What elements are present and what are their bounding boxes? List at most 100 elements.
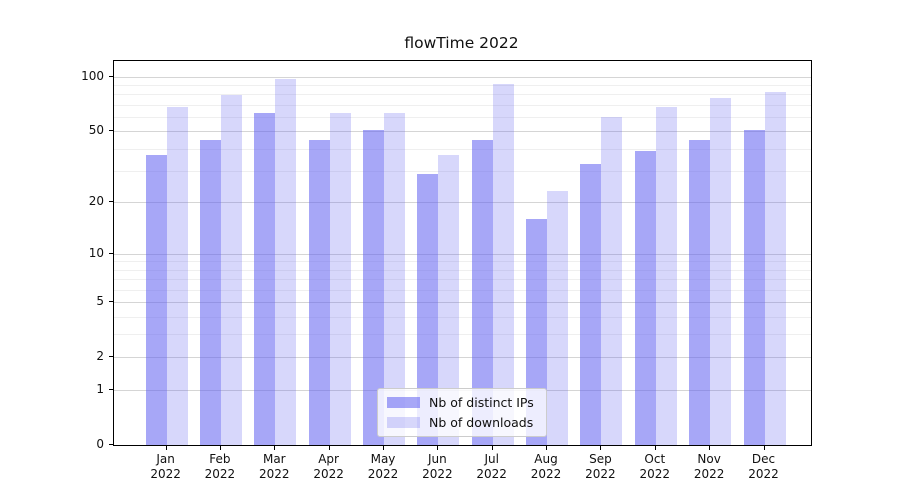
bar-downloads-may (384, 113, 405, 445)
gridline-y-20 (114, 202, 811, 204)
x-tick-month-dec: Dec (751, 452, 776, 466)
x-tick-label-nov: Nov 2022 (679, 452, 739, 482)
bar-distinct-ips-oct (634, 150, 656, 445)
x-tick-year-sep: 2022 (585, 467, 616, 481)
legend: Nb of distinct IPs Nb of downloads (377, 388, 547, 437)
x-tick-month-may: May (370, 452, 396, 466)
gridline-y-5 (114, 302, 811, 303)
minor-gridline-y-30 (114, 171, 811, 172)
legend-entry-distinct-ips: Nb of distinct IPs (387, 395, 546, 410)
x-tick-year-apr: 2022 (313, 467, 344, 481)
x-tick-year-aug: 2022 (530, 467, 562, 481)
y-tick-label-100: 100 (81, 68, 104, 83)
x-tick-mark-nov (709, 446, 711, 450)
x-tick-month-oct: Oct (644, 452, 666, 466)
x-tick-mark-mar (274, 446, 276, 450)
x-tick-label-jun: Jun 2022 (407, 452, 467, 482)
minor-gridline-y-80 (114, 94, 811, 96)
y-tick-mark-10 (109, 252, 113, 254)
x-tick-year-may: 2022 (367, 467, 399, 481)
gridline-y-100 (114, 76, 811, 78)
x-tick-mark-oct (654, 446, 656, 450)
x-tick-mark-jun (437, 446, 439, 450)
y-tick-mark-100 (109, 75, 113, 77)
minor-gridline-y-90 (114, 85, 811, 86)
y-tick-label-0: 0 (96, 437, 104, 451)
y-tick-mark-0 (109, 444, 113, 445)
x-tick-month-sep: Sep (589, 452, 612, 466)
legend-swatch-downloads (387, 417, 420, 428)
minor-gridline-y-3 (114, 334, 811, 336)
bar-distinct-ips-sep (580, 163, 602, 445)
minor-gridline-y-40 (114, 148, 811, 150)
y-tick-mark-50 (109, 130, 113, 132)
y-tick-label-20: 20 (88, 194, 104, 209)
x-tick-year-jun: 2022 (422, 467, 453, 481)
bar-distinct-ips-mar (254, 113, 276, 445)
x-tick-month-jun: Jun (428, 452, 447, 466)
legend-label-distinct-ips: Nb of distinct IPs (429, 395, 534, 410)
bar-distinct-ips-apr (308, 139, 330, 445)
y-tick-label-50: 50 (88, 123, 104, 138)
x-tick-label-sep: Sep 2022 (570, 452, 630, 482)
legend-entry-downloads: Nb of downloads (387, 415, 546, 430)
x-tick-mark-jan (165, 446, 167, 450)
bar-downloads-sep (601, 117, 623, 445)
legend-label-downloads: Nb of downloads (429, 415, 534, 430)
plot-area (113, 60, 812, 446)
bar-downloads-jan (166, 107, 188, 445)
minor-gridline-y-7 (114, 279, 811, 281)
x-tick-mark-jul (491, 446, 493, 450)
x-tick-month-feb: Feb (209, 452, 231, 466)
x-tick-label-jul: Jul 2022 (462, 452, 522, 482)
x-tick-year-nov: 2022 (693, 467, 725, 481)
y-tick-mark-1 (109, 388, 113, 390)
y-tick-label-10: 10 (88, 245, 104, 260)
bar-downloads-feb (221, 95, 242, 445)
gridline-y-10 (114, 253, 811, 255)
x-tick-month-mar: Mar (262, 452, 286, 466)
x-tick-mark-aug (546, 446, 547, 450)
bar-downloads-mar (275, 79, 297, 445)
x-tick-mark-feb (219, 446, 221, 450)
x-tick-month-jan: Jan (156, 452, 175, 466)
bar-downloads-oct (655, 107, 677, 445)
chart-title: flowTime 2022 (404, 34, 519, 52)
x-tick-mark-may (383, 446, 384, 450)
x-tick-label-mar: Mar 2022 (244, 452, 304, 482)
bar-distinct-ips-may (363, 129, 384, 445)
bar-distinct-ips-jan (145, 154, 167, 445)
x-tick-mark-sep (600, 446, 602, 450)
gridline-y-2 (114, 357, 811, 359)
bar-downloads-jul (492, 84, 514, 445)
minor-gridline-y-9 (114, 261, 811, 263)
bar-distinct-ips-jul (471, 139, 493, 445)
minor-gridline-y-60 (114, 117, 811, 118)
x-tick-year-mar: 2022 (259, 467, 290, 481)
x-tick-month-nov: Nov (697, 452, 721, 466)
bar-distinct-ips-dec (743, 129, 765, 445)
x-tick-year-oct: 2022 (639, 467, 671, 481)
minor-gridline-y-6 (114, 289, 811, 291)
bar-downloads-apr (329, 113, 351, 445)
x-tick-mark-apr (328, 446, 330, 450)
y-tick-label-5: 5 (96, 294, 104, 308)
y-tick-mark-20 (109, 201, 113, 203)
bar-downloads-jun (438, 154, 460, 445)
bar-distinct-ips-feb (200, 139, 221, 445)
x-tick-month-jul: Jul (484, 452, 499, 466)
bar-downloads-dec (764, 92, 786, 445)
x-tick-mark-dec (763, 446, 765, 450)
y-tick-label-1: 1 (96, 381, 104, 396)
y-tick-mark-5 (109, 301, 113, 302)
x-tick-year-jan: 2022 (150, 467, 181, 481)
bar-distinct-ips-nov (689, 139, 711, 445)
x-tick-label-dec: Dec 2022 (734, 452, 794, 482)
minor-gridline-y-4 (114, 316, 811, 318)
x-tick-label-apr: Apr 2022 (299, 452, 359, 482)
x-tick-year-dec: 2022 (748, 467, 779, 481)
gridline-y-50 (114, 131, 811, 133)
minor-gridline-y-70 (114, 104, 811, 106)
x-tick-month-aug: Aug (534, 452, 558, 466)
